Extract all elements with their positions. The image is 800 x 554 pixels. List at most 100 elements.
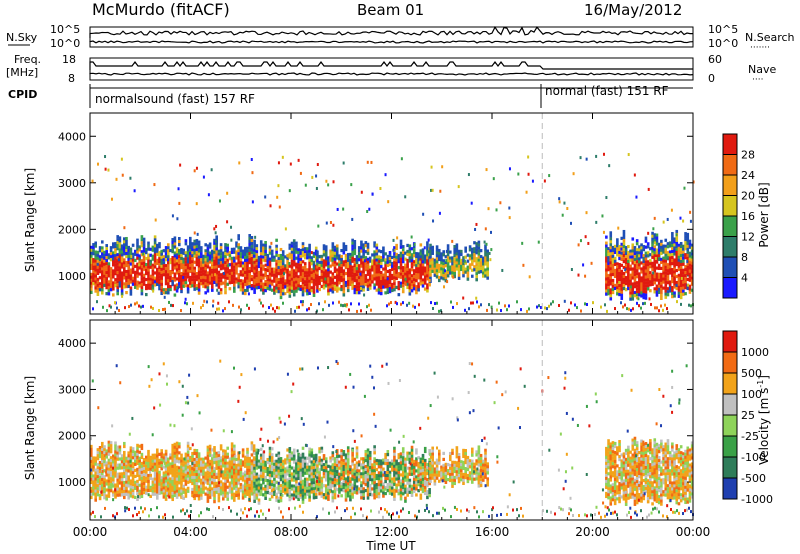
range-cell <box>193 457 196 462</box>
range-cell <box>103 484 106 488</box>
range-cell <box>666 242 670 246</box>
range-cell <box>451 265 454 269</box>
range-cell <box>129 271 133 275</box>
range-cell <box>195 482 199 486</box>
range-cell <box>131 261 135 265</box>
range-cell <box>664 265 668 269</box>
range-cell <box>171 482 174 487</box>
range-cell <box>275 274 278 278</box>
range-cell <box>244 249 247 254</box>
range-cell <box>195 485 199 489</box>
range-cell <box>226 191 229 195</box>
range-cell <box>344 259 348 264</box>
range-cell <box>633 267 637 271</box>
range-cell <box>331 260 335 264</box>
range-cell <box>457 249 461 253</box>
range-cell <box>638 251 641 255</box>
range-cell <box>322 283 326 287</box>
range-cell <box>275 262 278 266</box>
range-cell <box>324 275 328 279</box>
range-cell <box>239 282 243 286</box>
range-cell <box>299 486 303 490</box>
range-cell <box>277 469 281 473</box>
range-cell <box>605 241 608 245</box>
range-cell <box>153 456 157 460</box>
range-cell <box>329 270 332 274</box>
range-cell <box>164 273 168 277</box>
range-cell <box>484 250 487 254</box>
range-cell <box>299 251 303 256</box>
range-cell <box>467 173 470 177</box>
range-cell <box>448 250 452 254</box>
range-cell <box>211 448 214 452</box>
range-cell <box>102 305 104 309</box>
range-cell <box>333 248 337 252</box>
range-cell <box>167 243 170 247</box>
range-cell <box>266 487 270 492</box>
range-cell <box>136 268 139 272</box>
range-cell <box>609 231 613 235</box>
range-cell <box>246 480 249 484</box>
range-cell <box>195 251 199 255</box>
range-cell <box>611 260 615 265</box>
range-cell <box>160 261 163 266</box>
range-cell <box>250 471 254 475</box>
range-cell <box>281 474 285 478</box>
range-cell <box>250 465 254 469</box>
range-cell <box>241 252 245 256</box>
range-cell <box>158 281 161 285</box>
range-cell <box>401 257 405 261</box>
range-cell <box>92 243 95 247</box>
range-cell <box>688 242 692 246</box>
range-cell <box>335 250 339 254</box>
range-cell <box>94 486 97 490</box>
range-cell <box>292 454 296 458</box>
range-cell <box>295 483 298 487</box>
range-cell <box>129 485 133 489</box>
range-cell <box>292 257 296 261</box>
range-cell <box>426 268 429 272</box>
range-cell <box>255 451 259 455</box>
range-cell <box>171 241 174 245</box>
range-cell <box>114 471 117 475</box>
range-cell <box>235 487 238 492</box>
range-cell <box>295 480 298 484</box>
range-cell <box>346 267 350 272</box>
range-cell <box>160 452 163 456</box>
range-cell <box>390 273 394 278</box>
range-cell <box>349 264 352 269</box>
range-cell <box>217 270 221 274</box>
range-cell <box>421 266 425 270</box>
range-cell <box>134 450 137 455</box>
range-cell <box>268 485 272 489</box>
range-cell <box>421 284 425 288</box>
range-cell <box>224 494 227 498</box>
range-cell <box>384 285 387 289</box>
range-cell <box>306 480 309 484</box>
range-cell <box>377 276 381 280</box>
range-cell <box>624 261 628 265</box>
range-cell <box>618 286 621 291</box>
range-cell <box>375 270 379 274</box>
range-cell <box>189 263 192 268</box>
range-cell <box>273 474 276 479</box>
range-cell <box>423 275 427 279</box>
range-cell <box>112 251 115 255</box>
range-cell <box>262 478 265 482</box>
range-cell <box>295 459 298 463</box>
range-cell <box>189 260 192 265</box>
range-cell <box>568 308 570 312</box>
range-cell <box>151 287 155 291</box>
range-cell <box>239 270 243 274</box>
range-cell <box>182 281 185 285</box>
range-cell <box>649 262 652 266</box>
range-cell <box>442 277 445 281</box>
range-cell <box>473 259 476 263</box>
range-cell <box>375 249 379 253</box>
range-cell <box>338 257 341 261</box>
range-cell <box>186 251 190 255</box>
range-cell <box>222 455 225 459</box>
range-cell <box>105 253 108 257</box>
range-cell <box>631 255 635 259</box>
range-cell <box>147 286 150 290</box>
